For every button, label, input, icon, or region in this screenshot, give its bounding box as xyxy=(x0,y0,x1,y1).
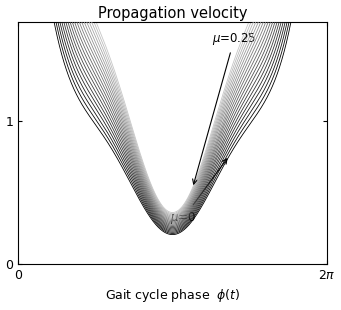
Title: Propagation velocity: Propagation velocity xyxy=(98,6,247,20)
X-axis label: Gait cycle phase  $\phi(t)$: Gait cycle phase $\phi(t)$ xyxy=(105,287,240,304)
Text: $\mu$=0: $\mu$=0 xyxy=(170,159,227,226)
Text: $\mu$=0.25: $\mu$=0.25 xyxy=(193,31,256,184)
